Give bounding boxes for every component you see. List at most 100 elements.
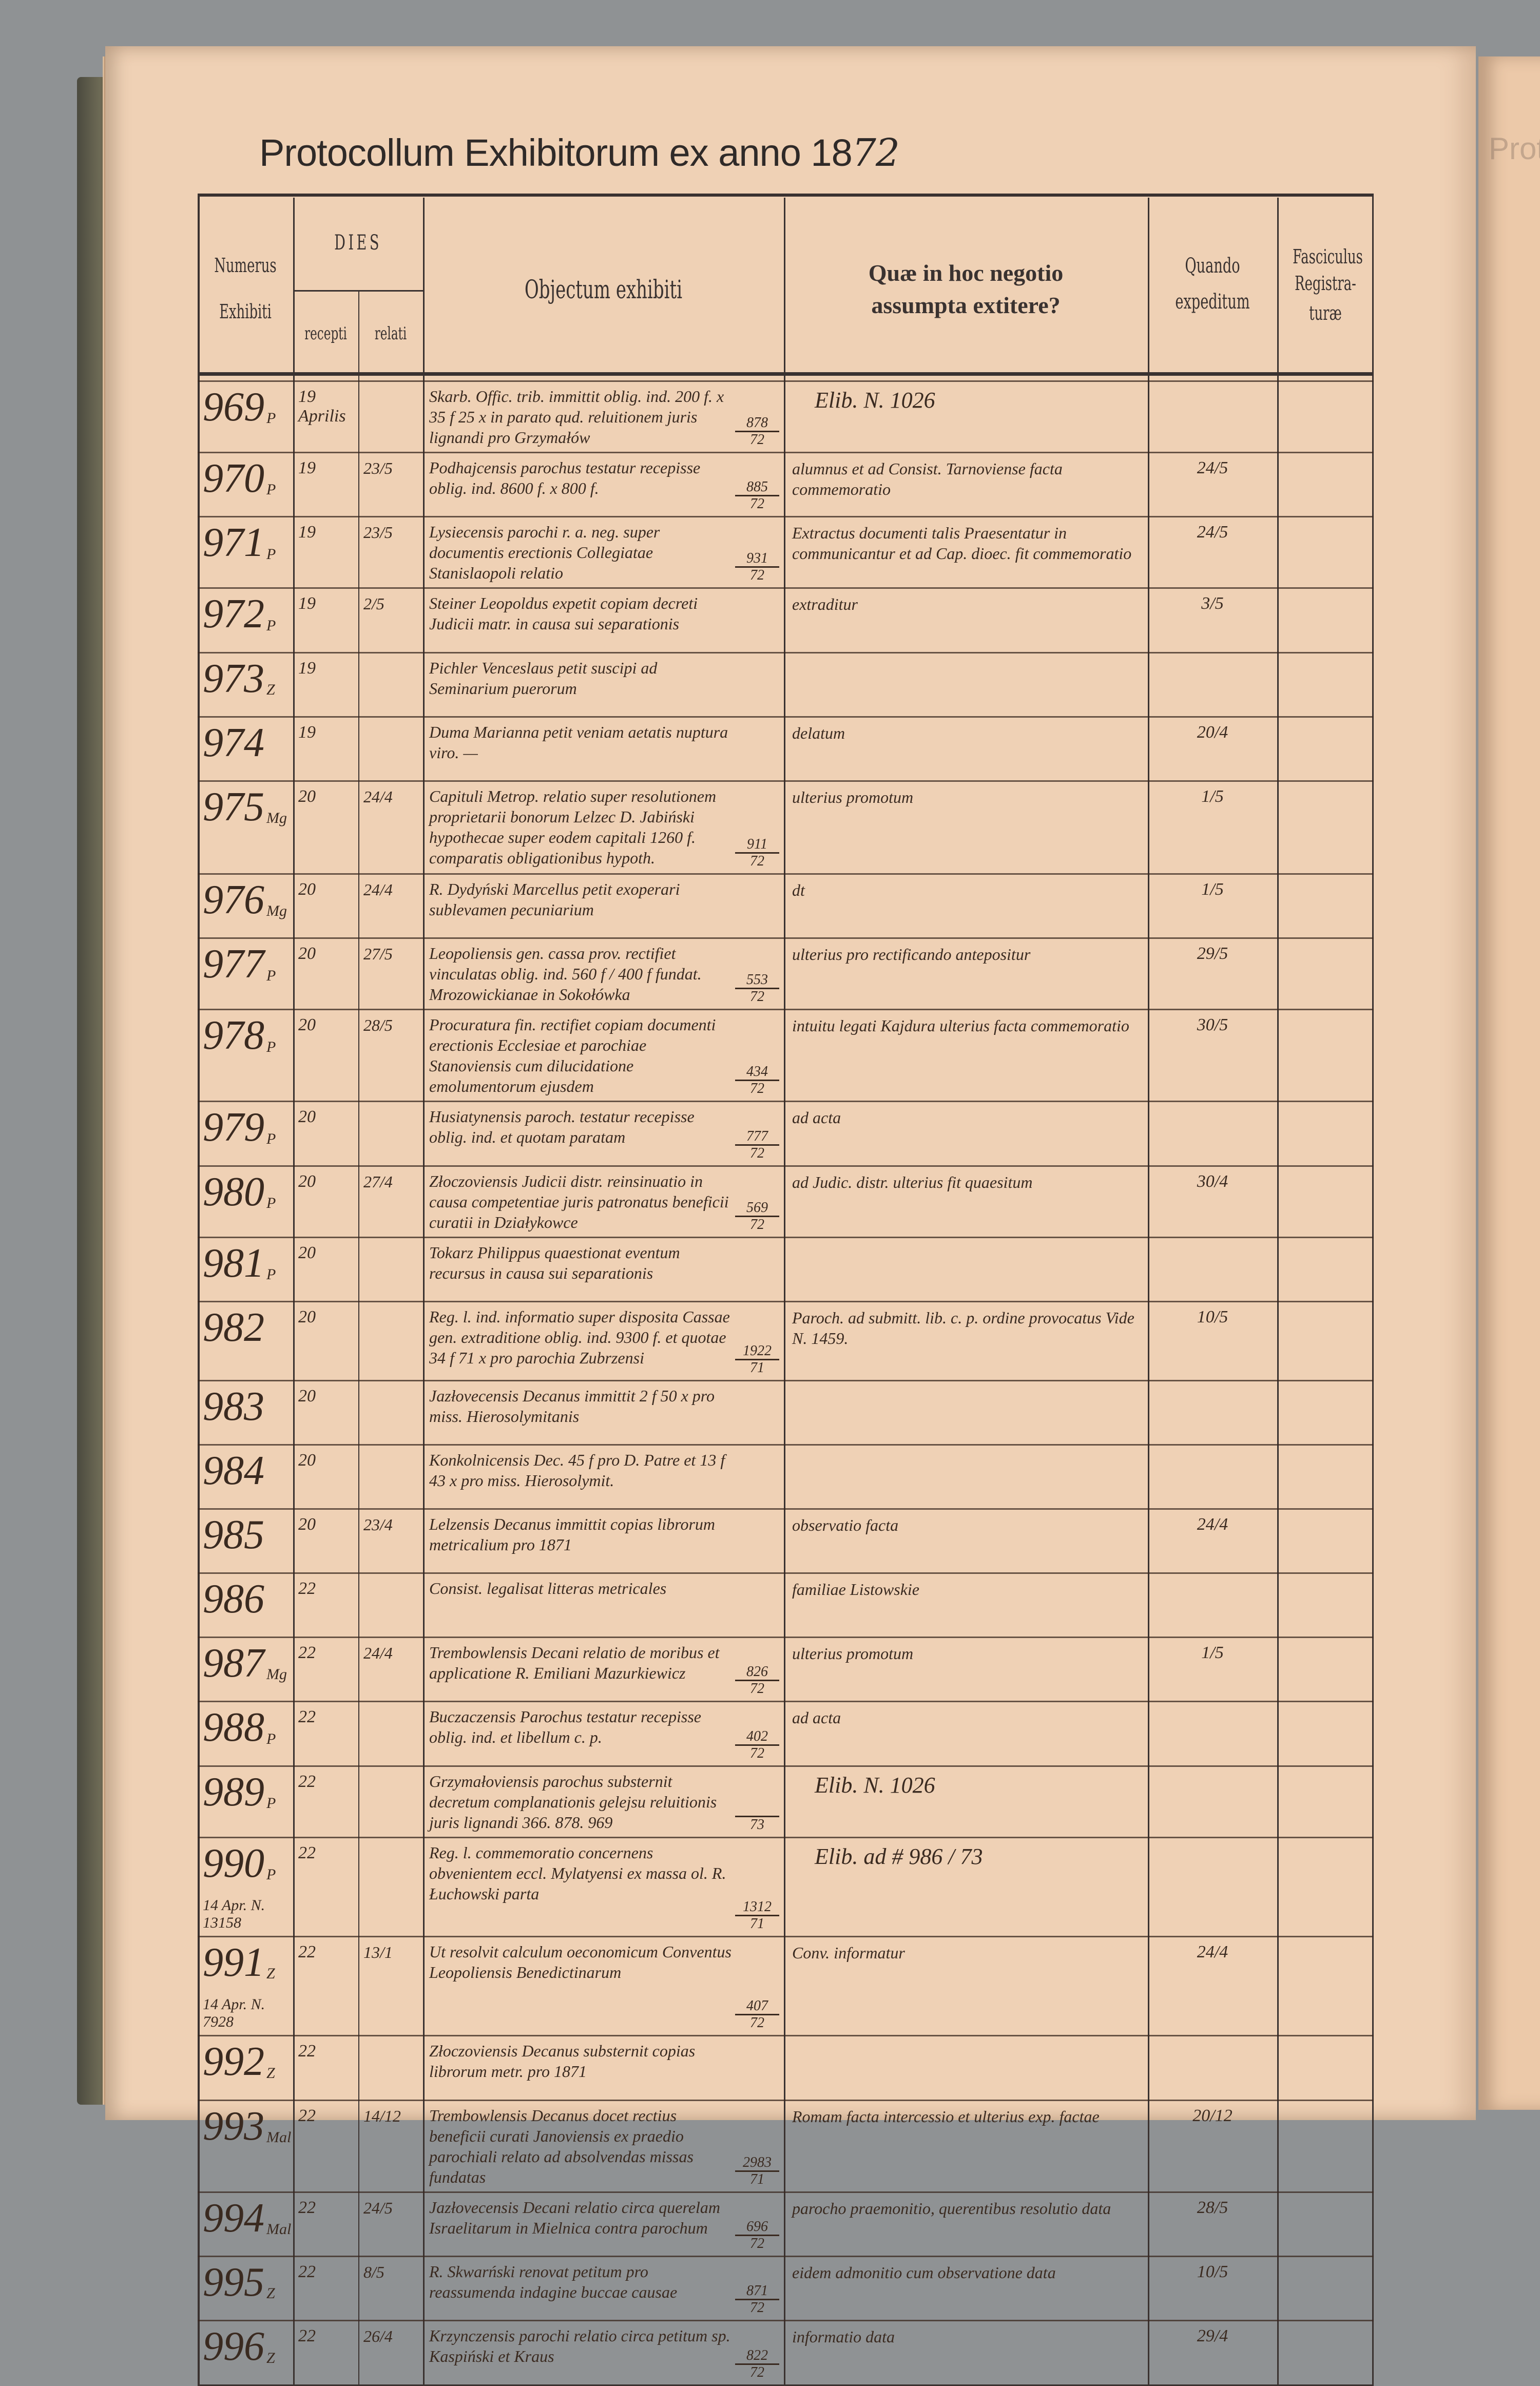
entry-number-value: 991 (203, 1939, 264, 1985)
objectum-text: Skarb. Offic. trib. immittit oblig. ind.… (429, 387, 724, 447)
objectum-cell: R. Skwarński renovat petitum pro reassum… (423, 2257, 784, 2320)
date-recepti: 22 (298, 2326, 316, 2346)
entry-number-note: 14 Apr. N. 13158 (203, 1896, 265, 1931)
date-expeditum (1148, 1767, 1277, 1837)
date-relati: 23/5 (363, 523, 393, 542)
table-row: 979 P 20 Husiatynensis paroch. testatur rec… (198, 1101, 1374, 1165)
entry-number-line: 978 P (203, 1013, 290, 1069)
reference-denominator: 72 (735, 1680, 779, 1697)
objectum-text: Trembowlensis Decanus docet rectius bene… (429, 2106, 694, 2186)
date-recepti: 22 (298, 2042, 316, 2061)
table-row: 990 P 14 Apr. N. 13158 22 Reg. l. commemorat… (198, 1836, 1374, 1936)
fasciculus-registraturae (1277, 1767, 1374, 1837)
objectum-cell: Krzynczensis parochi relatio circa petit… (423, 2321, 784, 2384)
reference-numerator: 407 (746, 1998, 768, 2014)
objectum-cell: Procuratura fin. rectifiet copiam docume… (423, 1010, 784, 1101)
fasciculus-registraturae (1277, 782, 1374, 873)
objectum-cell: Trembowlensis Decani relatio de moribus … (423, 1638, 784, 1701)
date-relati (358, 1446, 423, 1508)
objectum-text: Lelzensis Decanus immittit copias libror… (429, 1514, 716, 1554)
entry-number-suffix: P (266, 1130, 276, 1147)
entry-number: 990 P 14 Apr. N. 13158 (198, 1838, 293, 1936)
date-relati (358, 1381, 423, 1444)
header-exhibiti: Exhibiti (219, 300, 272, 323)
action-taken-text: dt (792, 880, 805, 899)
entry-number-line: 980 P (203, 1170, 290, 1225)
date-relati: 23/5 (363, 459, 393, 477)
date-expeditum: 1/5 (1201, 879, 1224, 899)
table-row: 992 Z 22 Złoczoviensis Decanus substernit c… (198, 2035, 1374, 2099)
fasciculus-registraturae (1277, 2101, 1374, 2191)
fasciculus-registraturae (1277, 2257, 1374, 2320)
fasciculus-registraturae (1277, 1302, 1374, 1380)
facing-page-title-bleed: Protocollum Exhibitorum (1489, 131, 1540, 166)
date-expeditum: 24/4 (1197, 1514, 1228, 1534)
table-row: 982 20 Reg. l. ind. informatio super dispo… (198, 1300, 1374, 1380)
title-printed: Protocollum Exhibitorum ex anno 18 (259, 131, 853, 174)
fasciculus-registraturae (1277, 1010, 1374, 1101)
reference-numerator: 402 (746, 1728, 768, 1744)
entry-number-suffix: Z (266, 2349, 275, 2366)
table-row: 976 Mg 20 24/4 R. Dydyński Marcellus petit e… (198, 873, 1374, 937)
fasciculus-registraturae (1277, 2193, 1374, 2256)
column-divider (784, 198, 785, 2384)
reference-fraction: 696 72 (735, 2219, 779, 2252)
reference-numerator: 1312 (743, 1898, 772, 1915)
entry-number-line: 984 (203, 1449, 290, 1504)
date-recepti: 22 (298, 2262, 316, 2281)
date-relati: 27/4 (363, 1172, 393, 1191)
action-taken-text: Elib. N. 1026 (815, 1772, 935, 1798)
reference-numerator: 777 (746, 1128, 768, 1144)
fasciculus-registraturae (1277, 1574, 1374, 1637)
date-relati: 24/4 (363, 880, 393, 899)
objectum-cell: Reg. l. commemoratio concernens obvenien… (423, 1838, 784, 1936)
entry-number-suffix: Z (266, 2064, 275, 2082)
date-expeditum: 20/12 (1192, 2106, 1233, 2125)
entry-number: 989 P (198, 1767, 293, 1837)
entry-number-value: 993 (203, 2103, 264, 2149)
entry-number: 975 Mg (198, 782, 293, 873)
entry-number-line: 989 P (203, 1770, 290, 1825)
date-expeditum (1148, 2036, 1277, 2099)
entry-number: 980 P (198, 1167, 293, 1237)
action-taken-text: ad acta (792, 1108, 841, 1127)
action-taken-text: ulterius promotum (792, 1644, 914, 1663)
table-row: 970 P 19 23/5 Podhajcensis parochus testatur… (198, 452, 1374, 516)
reference-denominator: 73 (735, 1815, 779, 1833)
action-taken-text: Elib. ad # 986 / 73 (815, 1843, 983, 1869)
date-recepti: 22 (298, 1579, 316, 1598)
date-recepti: 20 (298, 1015, 316, 1035)
reference-fraction: 553 72 (735, 972, 779, 1005)
date-recepti: 19 Aprilis (298, 387, 346, 426)
fasciculus-registraturae (1277, 1838, 1374, 1936)
date-expeditum (1148, 382, 1277, 452)
date-expeditum: 1/5 (1201, 1643, 1224, 1662)
date-recepti: 20 (298, 944, 316, 964)
entry-number-suffix: Z (266, 2285, 275, 2302)
ledger-page (105, 46, 1476, 2120)
header-dies: DIES (334, 231, 382, 255)
entry-number: 981 P (198, 1238, 293, 1301)
objectum-cell: Consist. legalisat litteras metricales (423, 1574, 784, 1637)
objectum-cell: Steiner Leopoldus expetit copiam decreti… (423, 589, 784, 651)
objectum-cell: Tokarz Philippus quaestionat eventum rec… (423, 1238, 784, 1301)
action-taken-text: parocho praemonitio, querentibus resolut… (792, 2199, 1111, 2218)
entry-number: 988 P (198, 1702, 293, 1765)
reference-fraction: 885 72 (735, 479, 779, 512)
entry-number-line: 986 (203, 1577, 290, 1632)
reference-fraction: 569 72 (735, 1200, 779, 1233)
date-expeditum: 20/4 (1197, 722, 1228, 742)
reference-denominator: 72 (735, 495, 779, 512)
entry-number-suffix: P (266, 410, 276, 427)
entry-number: 984 (198, 1446, 293, 1508)
objectum-text: Złoczoviensis Decanus substernit copias … (429, 2042, 696, 2081)
table-row: 984 20 Konkolnicensis Dec. 45 f pro D. Pat… (198, 1444, 1374, 1508)
entry-number-suffix: P (266, 1794, 276, 1812)
objectum-cell: Ut resolvit calculum oeconomicum Convent… (423, 1937, 784, 2035)
entry-number-value: 995 (203, 2259, 264, 2305)
entry-number-value: 994 (203, 2195, 264, 2241)
objectum-cell: Grzymałoviensis parochus substernit decr… (423, 1767, 784, 1837)
action-taken-text (784, 1381, 1148, 1444)
table-row: 977 P 20 27/5 Leopoliensis gen. cassa prov. … (198, 937, 1374, 1009)
entry-number-line: 974 (203, 721, 290, 776)
